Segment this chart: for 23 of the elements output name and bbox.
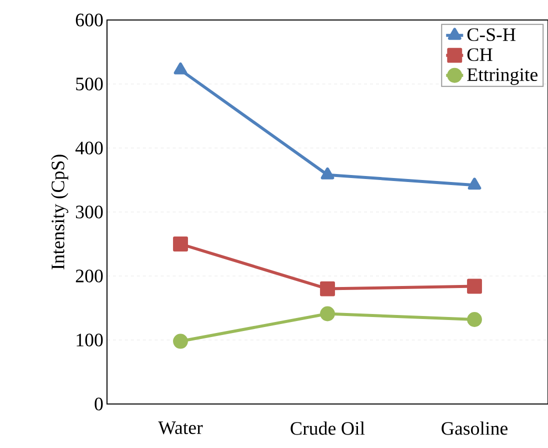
x-tick-label: Gasoline bbox=[442, 422, 508, 435]
point bbox=[320, 281, 335, 296]
y-tick-label: 400 bbox=[75, 142, 103, 154]
legend-label: Ettringite bbox=[467, 68, 538, 85]
point bbox=[467, 312, 482, 327]
point bbox=[173, 236, 188, 252]
legend-label: C-S-H bbox=[467, 28, 516, 42]
point bbox=[468, 178, 482, 190]
point bbox=[320, 306, 335, 322]
y-tick-label: 600 bbox=[76, 14, 103, 26]
point bbox=[174, 62, 188, 74]
y-tick-label: 300 bbox=[76, 206, 103, 218]
y-tick-label: 500 bbox=[76, 78, 103, 90]
point bbox=[320, 167, 334, 180]
x-tick-label: Crude Oil bbox=[290, 422, 365, 435]
y-tick-label: 200 bbox=[76, 270, 103, 282]
legend-label: CH bbox=[467, 48, 492, 62]
point bbox=[173, 334, 188, 349]
y-tick-label: 100 bbox=[76, 334, 103, 346]
point bbox=[467, 278, 482, 294]
y-axis-title: Intensity (CpS) bbox=[51, 154, 68, 270]
x-tick-label: Water bbox=[158, 422, 203, 434]
y-tick-label: 0 bbox=[94, 398, 103, 410]
